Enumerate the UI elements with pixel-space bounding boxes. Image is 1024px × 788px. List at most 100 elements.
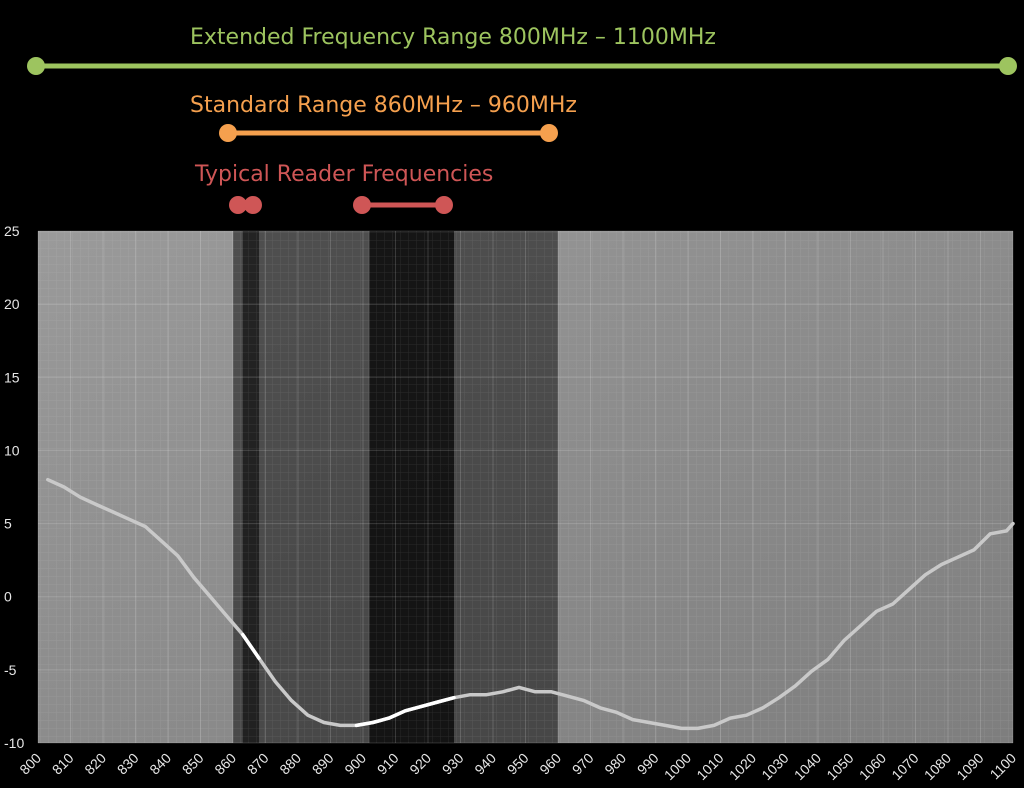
- x-tick-label: 860: [211, 750, 239, 778]
- x-tick-label: 840: [146, 750, 174, 778]
- data-point: [664, 724, 667, 727]
- x-tick-label: 870: [244, 750, 272, 778]
- x-tick-label: 850: [179, 750, 207, 778]
- x-tick-label: 830: [114, 750, 142, 778]
- data-point: [225, 614, 228, 617]
- data-point: [713, 724, 716, 727]
- data-point: [144, 525, 147, 528]
- range-bar-label: Extended Frequency Range 800MHz – 1100MH…: [190, 25, 716, 50]
- x-tick-label: 940: [471, 750, 499, 778]
- x-tick-label: 800: [16, 750, 44, 778]
- x-tick-label: 810: [49, 750, 77, 778]
- x-tick-label: 980: [601, 750, 629, 778]
- x-tick-label: 1080: [921, 750, 954, 783]
- data-point: [209, 595, 212, 598]
- data-point: [306, 714, 309, 717]
- data-point: [241, 633, 244, 636]
- data-point: [810, 670, 813, 673]
- x-tick-label: 970: [569, 750, 597, 778]
- data-point: [843, 639, 846, 642]
- y-tick-label: -10: [4, 735, 24, 751]
- data-point: [631, 718, 634, 721]
- data-point: [729, 717, 732, 720]
- data-point: [485, 693, 488, 696]
- data-point: [989, 532, 992, 535]
- y-tick-label: 10: [4, 442, 20, 458]
- x-tick-label: 990: [634, 750, 662, 778]
- x-tick-label: 1020: [726, 750, 759, 783]
- x-tick-label: 1030: [758, 750, 791, 783]
- range-bar-start-cap: [229, 196, 247, 214]
- x-tick-label: 1010: [693, 750, 726, 783]
- data-point: [258, 657, 261, 660]
- plot-area: [37, 230, 1015, 744]
- x-tick-label: 1060: [856, 750, 889, 783]
- data-point: [518, 686, 521, 689]
- data-point: [648, 721, 651, 724]
- data-point: [323, 721, 326, 724]
- data-point: [891, 603, 894, 606]
- data-point: [46, 478, 49, 481]
- data-point: [1005, 529, 1008, 532]
- data-point: [420, 705, 423, 708]
- x-tick-label: 1000: [661, 750, 694, 783]
- x-tick-label: 930: [439, 750, 467, 778]
- data-point: [924, 573, 927, 576]
- data-point: [111, 510, 114, 513]
- data-point: [388, 717, 391, 720]
- y-tick-label: -5: [4, 662, 17, 678]
- data-point: [908, 588, 911, 591]
- range-bar-end-cap: [540, 124, 558, 142]
- data-point: [501, 690, 504, 693]
- y-tick-label: 20: [4, 296, 20, 312]
- x-tick-label: 820: [81, 750, 109, 778]
- data-point: [696, 727, 699, 730]
- range-bar-label: Typical Reader Frequencies: [194, 162, 493, 187]
- data-point: [680, 727, 683, 730]
- data-point: [745, 714, 748, 717]
- data-point: [973, 549, 976, 552]
- data-point: [95, 503, 98, 506]
- range-bar-end-cap: [999, 57, 1017, 75]
- x-tick-label: 920: [406, 750, 434, 778]
- data-point: [794, 685, 797, 688]
- y-tick-label: 5: [4, 516, 12, 532]
- y-tick-label: 15: [4, 369, 20, 385]
- x-tick-label: 900: [341, 750, 369, 778]
- data-point: [550, 690, 553, 693]
- data-point: [940, 563, 943, 566]
- x-tick-label: 1050: [823, 750, 856, 783]
- range-bars-legend: Extended Frequency Range 800MHz – 1100MH…: [27, 25, 1017, 214]
- data-point: [761, 706, 764, 709]
- data-point: [875, 610, 878, 613]
- data-point: [583, 699, 586, 702]
- data-point: [534, 690, 537, 693]
- x-tick-label: 880: [276, 750, 304, 778]
- data-point: [193, 576, 196, 579]
- x-tick-label: 1100: [987, 750, 1020, 783]
- series-highlight: [241, 632, 261, 660]
- data-point: [128, 518, 131, 521]
- range-bar-start-cap: [353, 196, 371, 214]
- x-tick-label: 1090: [953, 750, 986, 783]
- data-point: [615, 711, 618, 714]
- data-point: [778, 696, 781, 699]
- data-point: [1012, 522, 1015, 525]
- x-tick-label: 950: [504, 750, 532, 778]
- data-point: [274, 680, 277, 683]
- series-highlight: [354, 695, 456, 728]
- x-tick-label: 1040: [791, 750, 824, 783]
- x-tick-label: 960: [536, 750, 564, 778]
- data-point: [355, 724, 358, 727]
- range-bar-3: Typical Reader Frequencies: [194, 162, 493, 214]
- range-bar-2: Standard Range 860MHz – 960MHz: [190, 93, 577, 142]
- x-tick-label: 890: [309, 750, 337, 778]
- range-bar-start-cap: [27, 57, 45, 75]
- data-point: [859, 625, 862, 628]
- data-point: [176, 554, 179, 557]
- data-point: [79, 496, 82, 499]
- x-tick-label: 910: [374, 750, 402, 778]
- data-point: [404, 709, 407, 712]
- range-bar-1: Extended Frequency Range 800MHz – 1100MH…: [27, 25, 1017, 75]
